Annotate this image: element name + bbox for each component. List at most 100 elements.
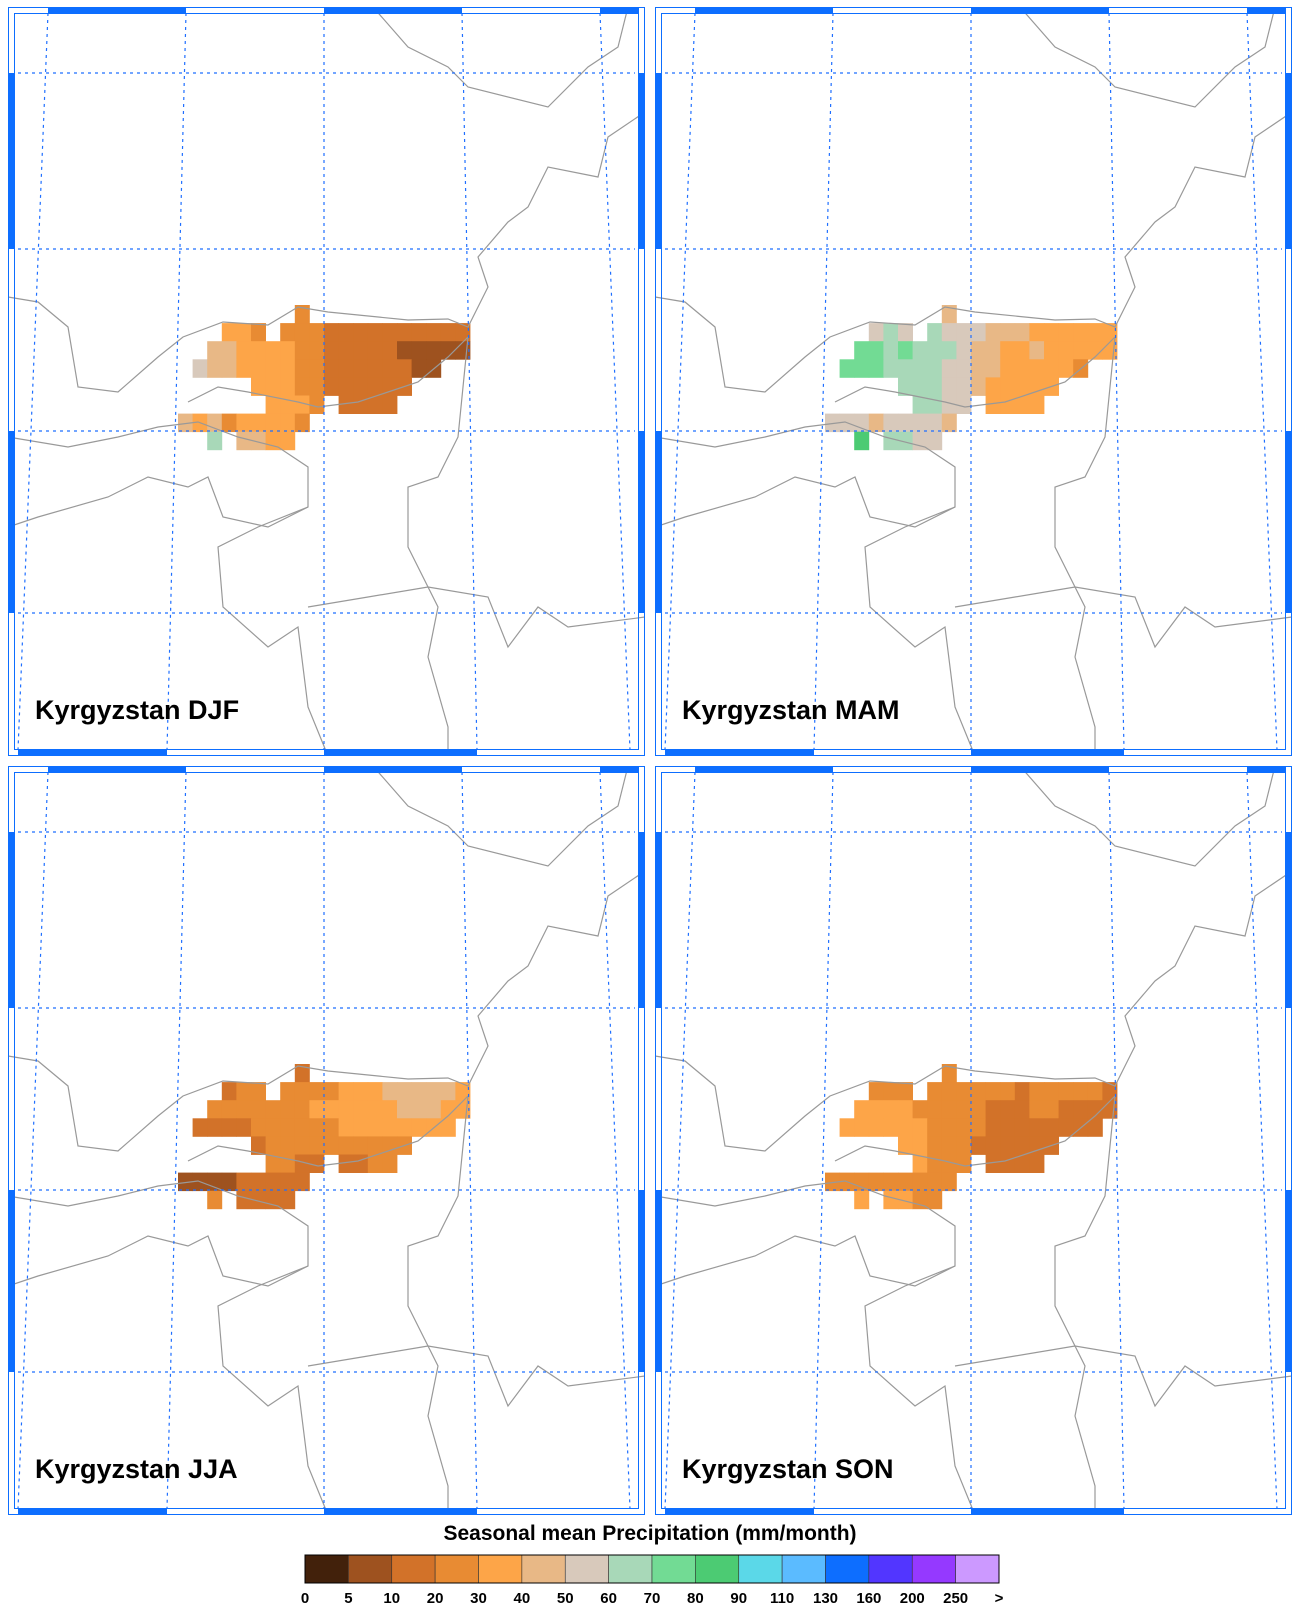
grid-cell [941,1082,957,1101]
grid-cell [309,1154,325,1173]
grid-cell [868,1172,884,1192]
country-border [407,336,469,756]
grid-cell [221,359,237,378]
grid-cell [985,1100,1001,1119]
country-border [655,476,956,528]
outer-frame [8,766,645,1515]
map-panel: Kyrgyzstan JJA [8,766,645,1515]
grid-cell [883,1118,899,1137]
grid-cell [455,323,471,342]
grid-cell [1014,341,1030,360]
grid-cell [367,1082,383,1101]
grid-cell [1014,323,1030,342]
frame-tick [656,73,662,249]
grid-cell [941,323,957,342]
grid-cell [1044,323,1059,342]
frame-tick [665,749,814,755]
grid-cell [280,431,296,451]
grid-cell [985,1154,1001,1173]
grid-cell [440,341,456,360]
grid-cell [1044,359,1059,378]
country-border [8,476,309,528]
grid-cell [353,359,369,378]
colorbar-tick-label: 30 [470,1590,487,1607]
grid-cell [236,341,252,360]
grid-cell [883,1172,899,1192]
country-border [8,870,645,1152]
longitude-line [1246,12,1278,751]
grid-cell [1058,323,1074,342]
grid-cell [912,1190,928,1210]
grid-cell [1014,359,1030,378]
map-panel: Kyrgyzstan MAM [655,7,1292,756]
grid-cell [941,341,957,360]
grid-cell [985,1136,1001,1155]
country-border [655,1235,956,1287]
frame-tick [638,832,644,1008]
grid-cell [1014,377,1030,396]
country-border [1019,766,1276,867]
grid-cell [309,1118,325,1137]
grid-cell [338,1118,354,1137]
grid-cell [324,1118,339,1137]
grid-cell [1044,1100,1059,1119]
country-border [187,1095,469,1167]
grid-cell [309,323,325,342]
frame-tick [1285,1190,1291,1372]
longitude-line [166,771,187,1510]
grid-cell [898,1190,913,1210]
frame-tick [9,73,15,249]
outer-frame [655,7,1292,756]
grid-cell [971,1136,986,1155]
frame-tick [1247,767,1286,773]
grid-cell [251,1100,266,1119]
longitude-line [1108,12,1125,751]
grid-cell [854,341,870,360]
grid-cell [1029,359,1045,378]
frame-tick [1247,8,1286,14]
grid-cell [1029,1136,1045,1155]
grid-cell [280,1082,296,1101]
grid-cell [941,1172,957,1192]
grid-cell [236,1100,252,1119]
grid-cell [825,1172,840,1192]
map-panel: Kyrgyzstan DJF [8,7,645,756]
colorbar-tick-label: 160 [856,1590,882,1607]
grid-cell [294,359,310,378]
grid-cell [1000,1118,1016,1137]
grid-cell [324,1136,339,1155]
grid-cell [382,341,398,360]
frame-tick [665,1508,814,1514]
grid-cell [207,341,223,360]
colorbar-swatch [868,1554,913,1584]
grid-cell [1000,341,1016,360]
grid-cell [1000,1136,1016,1155]
grid-cell [397,1082,412,1101]
grid-cell [353,323,369,342]
grid-cell [324,341,339,360]
grid-cell [251,1136,266,1155]
grid-cell [912,359,928,378]
grid-cell [898,1136,913,1155]
grid-cell [883,431,899,451]
grid-cell [985,1118,1001,1137]
grid-cell [426,341,442,360]
grid-cell [868,1082,884,1101]
colorbar-swatch [911,1554,956,1584]
grid-cell [956,359,972,378]
frame-tick [695,767,833,773]
frame-tick [638,1190,644,1372]
grid-cell [1058,359,1074,378]
grid-cell [1029,1118,1045,1137]
colorbar-tick-label: 110 [770,1590,795,1607]
colorbar-tick-label: 20 [426,1590,444,1607]
grid-cell [854,359,870,378]
grid-cell [941,1136,957,1155]
panel-label: Kyrgyzstan SON [682,1454,894,1484]
grid-cell [265,1154,281,1173]
frame-tick [656,1190,662,1372]
grid-cell [927,1136,943,1155]
country-border [954,586,1292,649]
grid-cell [221,1118,237,1137]
grid-cell [353,1118,369,1137]
